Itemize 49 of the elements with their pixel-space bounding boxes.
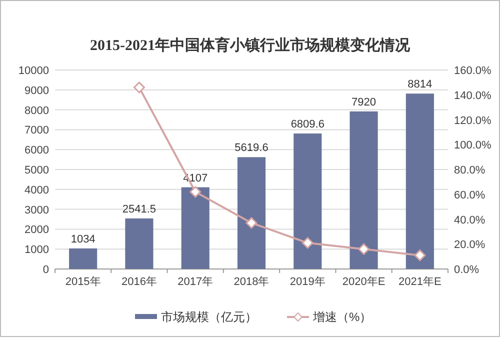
x-tick-label: 2018年 xyxy=(234,276,270,288)
point xyxy=(358,243,370,255)
point xyxy=(246,217,258,229)
y-tick-label: 1000 xyxy=(24,244,49,256)
y2-tick-label: 40.0% xyxy=(454,214,486,226)
x-tick-label: 2021年E xyxy=(398,276,442,288)
x-tick-label: 2015年 xyxy=(65,276,101,288)
y-tick-label: 9000 xyxy=(24,84,49,97)
x-tick-label: 2019年 xyxy=(290,276,326,288)
y-tick-label: 6000 xyxy=(24,144,49,157)
y2-tick-label: 20.0% xyxy=(454,239,486,252)
y-tick-label: 3000 xyxy=(24,204,49,216)
y-tick-label: 7000 xyxy=(24,124,49,137)
y2-tick-label: 80.0% xyxy=(454,164,486,176)
bar xyxy=(294,133,322,269)
y2-tick-label: 140.0% xyxy=(454,90,492,102)
point xyxy=(414,250,426,262)
y-tick-label: 0 xyxy=(42,264,49,276)
bar xyxy=(406,94,434,269)
data-label: 1034 xyxy=(70,233,96,246)
y2-tick-label: 0.0% xyxy=(454,264,480,276)
y-tick-label: 2000 xyxy=(24,224,49,236)
x-tick-label: 2017年 xyxy=(178,276,214,288)
bar xyxy=(69,248,98,269)
y-tick-label: 4000 xyxy=(24,184,49,196)
bar xyxy=(350,111,378,269)
bar xyxy=(125,218,154,269)
data-label: 7920 xyxy=(352,96,376,108)
legend-label: 市场规模（亿元） xyxy=(161,310,257,324)
y2-tick-label: 160.0% xyxy=(454,65,492,77)
data-label: 5619.6 xyxy=(234,142,268,154)
point xyxy=(302,237,314,249)
point xyxy=(190,186,202,198)
x-tick-label: 2016年 xyxy=(121,276,157,288)
chart-title: 2015-2021年中国体育小镇行业市场规模变化情况 xyxy=(90,36,411,54)
data-label: 2541.5 xyxy=(122,203,156,216)
y2-tick-label: 100.0% xyxy=(454,140,492,152)
x-tick-label: 2020年E xyxy=(342,276,386,288)
point xyxy=(133,82,145,94)
bar xyxy=(237,157,266,269)
y-tick-label: 10000 xyxy=(18,65,49,77)
y2-tick-label: 120.0% xyxy=(454,114,492,127)
bar xyxy=(181,187,210,269)
y2-tick-label: 60.0% xyxy=(454,189,486,202)
data-label: 6809.6 xyxy=(290,118,324,130)
y-tick-label: 8000 xyxy=(24,104,49,117)
legend-label: 增速（%） xyxy=(312,310,372,324)
y-tick-label: 5000 xyxy=(24,164,49,176)
data-label: 8814 xyxy=(408,78,432,91)
